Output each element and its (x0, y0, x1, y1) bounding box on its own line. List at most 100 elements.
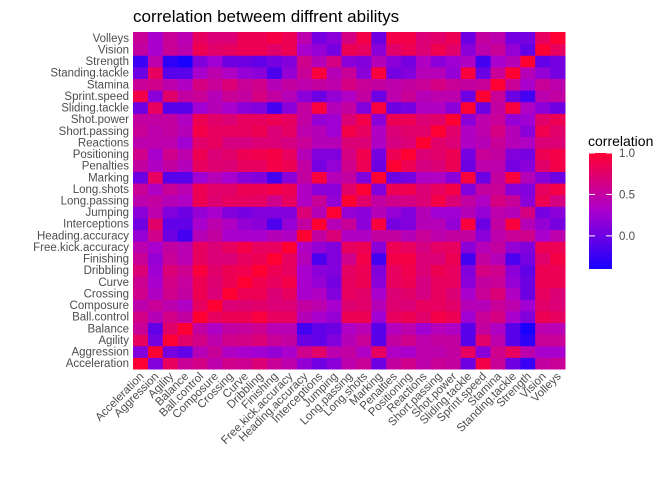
heatmap-cell (505, 299, 521, 312)
heatmap-cell (445, 357, 462, 370)
heatmap-cell (133, 113, 149, 126)
heatmap-cell (222, 55, 238, 68)
heatmap-cell (162, 241, 179, 254)
heatmap-cell (267, 183, 283, 196)
heatmap-cell (326, 252, 343, 265)
heatmap-cell (252, 55, 268, 68)
heatmap-cell (386, 252, 402, 265)
heatmap-cell (401, 171, 417, 184)
heatmap-cell (267, 194, 283, 207)
heatmap-cell (505, 171, 521, 184)
heatmap-cell (371, 287, 387, 300)
heatmap-cell (252, 357, 268, 370)
heatmap-cell (267, 43, 283, 56)
heatmap-cell (550, 55, 566, 68)
heatmap-cell (401, 264, 417, 277)
heatmap-cell (326, 310, 343, 324)
heatmap-cell (311, 183, 328, 196)
heatmap-cell (475, 287, 492, 300)
heatmap-cell (281, 264, 298, 277)
heatmap-cell (416, 43, 432, 56)
heatmap-cell (505, 229, 521, 242)
y-tick-label: Volleys (93, 33, 130, 45)
heatmap-cell (326, 55, 343, 68)
heatmap-cell (520, 194, 536, 207)
heatmap-cell (237, 252, 253, 265)
heatmap-cell (401, 322, 417, 335)
heatmap-cell (535, 124, 551, 138)
heatmap-cell (386, 148, 402, 161)
heatmap-cell (460, 357, 477, 370)
heatmap-cell (296, 78, 313, 91)
heatmap-cell (550, 217, 566, 231)
heatmap-cell (237, 159, 253, 172)
heatmap-cell (222, 357, 238, 370)
heatmap-cell (177, 217, 194, 231)
y-tick-label: Curve (98, 277, 129, 289)
heatmap-cell (445, 299, 462, 312)
heatmap-cell (401, 206, 417, 219)
x-axis-tick-labels: AccelerationAggressionAgilityBalanceBall… (93, 370, 564, 447)
heatmap-cell (222, 194, 238, 207)
heatmap-cell (311, 136, 328, 149)
heatmap-cell (505, 183, 521, 196)
heatmap-cell (460, 124, 477, 138)
heatmap-cell (460, 334, 477, 347)
heatmap-cell (460, 136, 477, 149)
heatmap-cell (490, 66, 506, 79)
heatmap-cell (386, 345, 402, 358)
heatmap-cell (386, 183, 402, 196)
heatmap-cell (386, 78, 402, 91)
heatmap-cell (296, 345, 313, 358)
heatmap-cell (281, 90, 298, 103)
heatmap-cell (341, 148, 357, 161)
heatmap-cell (445, 66, 462, 79)
heatmap-cell (445, 287, 462, 300)
heatmap-cell (162, 113, 179, 126)
heatmap-cell (341, 264, 357, 277)
heatmap-cell (311, 345, 328, 358)
heatmap-cell (371, 217, 387, 231)
heatmap-cell (311, 334, 328, 347)
heatmap-cell (281, 217, 298, 231)
heatmap-cell (401, 66, 417, 79)
heatmap-cell (416, 171, 432, 184)
heatmap-cell (296, 136, 313, 149)
heatmap-cell (430, 136, 447, 149)
heatmap-cell (401, 252, 417, 265)
heatmap-cell (133, 148, 149, 161)
heatmap-cell (207, 43, 223, 56)
heatmap-cell (281, 43, 298, 56)
heatmap-cell (430, 334, 447, 347)
heatmap-cell (222, 229, 238, 242)
heatmap-cell (326, 287, 343, 300)
heatmap-cell (281, 171, 298, 184)
heatmap-cell (311, 322, 328, 335)
heatmap-cell (267, 252, 283, 265)
heatmap-cell (177, 78, 194, 91)
heatmap-cell (177, 194, 194, 207)
heatmap-cell (222, 113, 238, 126)
heatmap-cell (445, 217, 462, 231)
heatmap-cell (490, 171, 506, 184)
heatmap-cell (133, 310, 149, 324)
heatmap-cell (281, 334, 298, 347)
heatmap-cell (520, 43, 536, 56)
heatmap-cell (147, 299, 164, 312)
heatmap-cell (207, 322, 223, 335)
heatmap-cell (162, 171, 179, 184)
heatmap-cell (475, 206, 492, 219)
heatmap-cell (371, 357, 387, 370)
heatmap-cell (222, 136, 238, 149)
heatmap-cell (490, 322, 506, 335)
heatmap-cell (311, 229, 328, 242)
heatmap-cell (475, 252, 492, 265)
heatmap-cell (281, 113, 298, 126)
heatmap-cell (296, 124, 313, 138)
heatmap-cell (356, 171, 372, 184)
heatmap-cell (192, 32, 208, 45)
heatmap-cell (430, 357, 447, 370)
heatmap-cell (162, 206, 179, 219)
heatmap-cell (207, 194, 223, 207)
heatmap-cell (475, 334, 492, 347)
